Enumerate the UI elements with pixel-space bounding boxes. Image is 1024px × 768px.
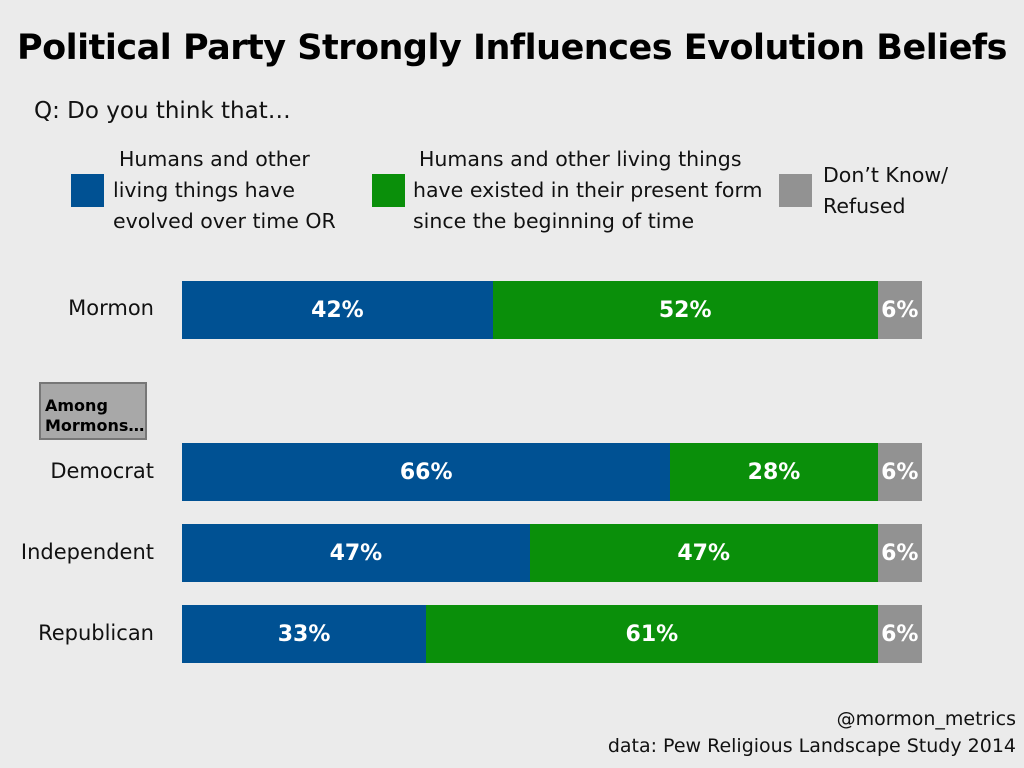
bar-row: 66% 28% 6% [182, 443, 922, 501]
bar-value-label: 47% [677, 540, 731, 566]
bar-segment: 61% [426, 605, 878, 663]
bar-segment: 28% [670, 443, 878, 501]
bar-value-label: 52% [658, 297, 712, 323]
bar-value-label: 42% [311, 297, 364, 323]
question-text: Q: Do you think that… [34, 98, 291, 124]
bar-segment: 6% [877, 605, 922, 663]
bar-value-label: 6% [881, 297, 919, 323]
bar-segment: 52% [492, 281, 878, 339]
bar-value-label: 28% [747, 459, 801, 485]
legend-swatch-dont-know [779, 174, 812, 207]
bar-row: 47% 47% 6% [182, 524, 922, 582]
among-mormons-label: Among Mormons… [39, 382, 147, 440]
bar-segment: 47% [182, 524, 530, 582]
legend-swatch-present-form [372, 174, 405, 207]
legend-label-present-form: Humans and other living things have exis… [413, 147, 763, 233]
bar-value-label: 61% [625, 621, 679, 647]
bar-segment: 6% [877, 281, 922, 339]
credit-handle: @mormon_metrics [836, 708, 1016, 730]
bar-segment: 47% [529, 524, 878, 582]
legend-label-evolved: Humans and other living things have evol… [113, 147, 336, 233]
bar-row: 33% 61% 6% [182, 605, 922, 663]
bar-segment: 42% [182, 281, 493, 339]
category-label: Democrat [50, 459, 154, 483]
category-label: Independent [20, 540, 154, 564]
credit-source: data: Pew Religious Landscape Study 2014 [607, 735, 1016, 757]
bar-value-label: 6% [881, 621, 919, 647]
bar-value-label: 6% [881, 459, 919, 485]
bar-value-label: 66% [399, 459, 453, 485]
category-label: Mormon [68, 296, 154, 320]
bar-value-label: 33% [277, 621, 331, 647]
chart-title: Political Party Strongly Influences Evol… [16, 28, 1008, 68]
bar-row: 42% 52% 6% [182, 281, 922, 339]
bar-value-label: 6% [881, 540, 919, 566]
bar-segment: 33% [182, 605, 427, 663]
bar-segment: 6% [877, 524, 922, 582]
bar-segment: 6% [877, 443, 922, 501]
bar-segment: 66% [182, 443, 671, 501]
legend-swatch-evolved [71, 174, 104, 207]
bar-value-label: 47% [329, 540, 383, 566]
category-label: Republican [38, 621, 154, 645]
legend-label-dont-know: Don’t Know/ Refused [823, 163, 949, 218]
